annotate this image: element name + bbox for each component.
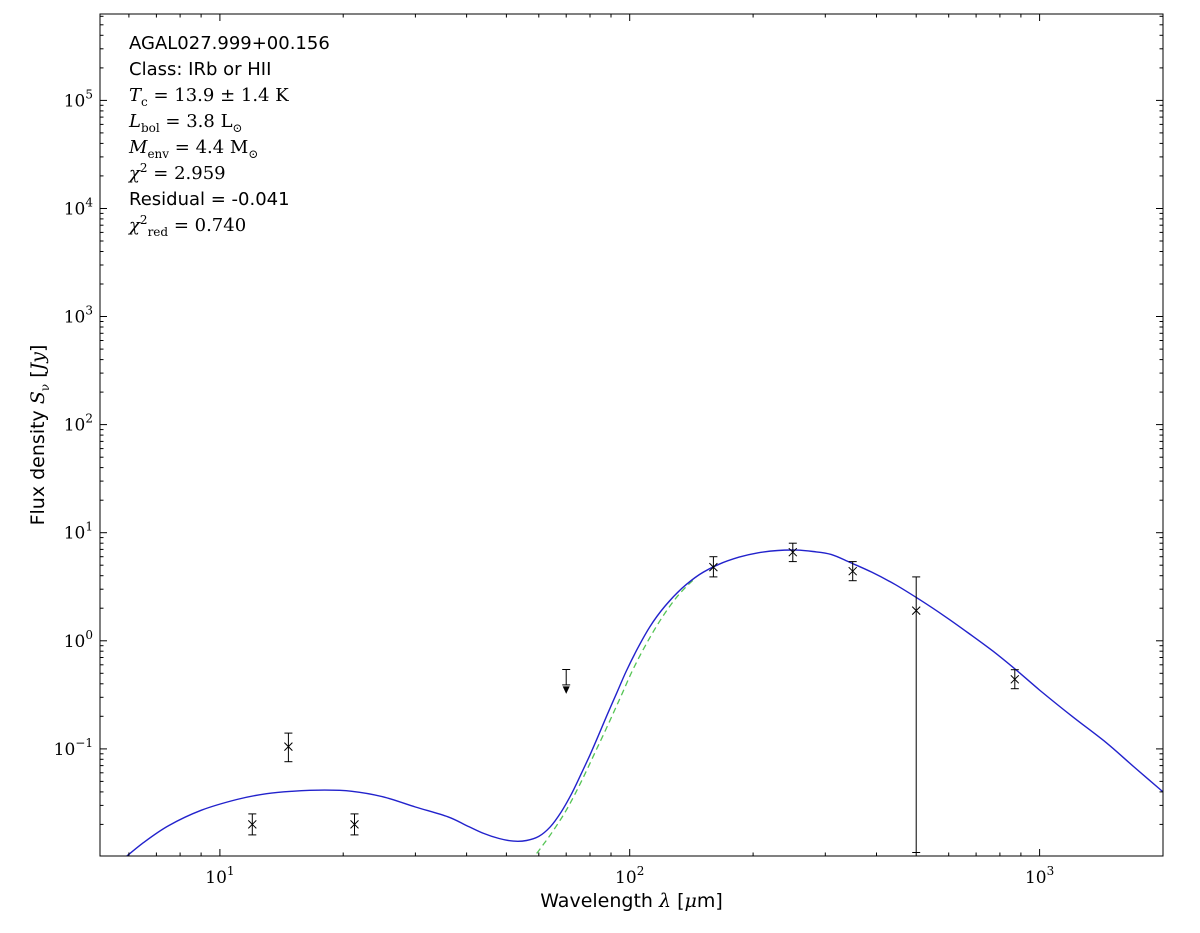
annotation-segment: Residual = -0.041 — [129, 189, 290, 210]
y-axis-label-segment: Jy — [27, 352, 49, 371]
x-axis-label-segment: Wavelength — [540, 890, 659, 912]
y-tick-label: 104 — [64, 196, 94, 220]
model-curves — [125, 549, 1163, 856]
fit-parameters-annotation: AGAL027.999+00.156 Class: IRb or HII Tc = … — [129, 31, 330, 239]
y-axis-label-segment: [ — [27, 370, 49, 384]
x-axis-label-segment: μ — [684, 890, 697, 912]
y-tick-label: 102 — [64, 412, 93, 436]
y-tick-label: 105 — [64, 87, 93, 111]
annotation-segment: = 0.740 — [168, 215, 247, 236]
x-tick-label: 102 — [615, 864, 644, 888]
annotation-segment: T — [129, 85, 142, 106]
annotation-line-6: χ2 = 2.959 — [129, 161, 330, 187]
annotation-line-2: Class: IRb or HII — [129, 57, 330, 83]
annotation-segment: c — [141, 95, 148, 109]
annotation-segment: χ — [129, 215, 140, 236]
annotation-line-4: Lbol = 3.8 L⊙ — [129, 109, 330, 135]
y-axis-label: Flux density Sν [Jy] — [27, 344, 52, 526]
y-axis-label-segment: ] — [27, 344, 49, 353]
annotation-line-3: Tc = 13.9 ± 1.4 K — [129, 83, 330, 109]
data-point-70um — [562, 669, 571, 694]
x-axis-label-segment: m] — [696, 890, 723, 912]
y-axis-label-segment: S — [27, 391, 49, 405]
y-tick-label: 101 — [64, 520, 93, 544]
y-tick-label: 10−1 — [54, 736, 93, 760]
annotation-segment: = 3.8 L — [159, 111, 233, 132]
y-axis-label-segment: Flux density — [27, 404, 49, 526]
data-point-500um — [911, 576, 921, 853]
y-tick-label: 103 — [64, 304, 93, 328]
annotation-segment: ⊙ — [232, 121, 243, 135]
data-point-160um — [709, 556, 718, 578]
data-point-21.3um — [350, 813, 359, 836]
annotation-segment: AGAL027.999+00.156 — [129, 33, 330, 54]
x-axis-label: Wavelength λ [μm] — [100, 890, 1163, 912]
x-tick-label: 101 — [205, 864, 234, 888]
annotation-segment: ⊙ — [248, 147, 259, 161]
annotation-segment: env — [147, 147, 170, 161]
annotation-segment: χ — [129, 163, 140, 184]
annotation-segment: = 2.959 — [147, 163, 226, 184]
upper-limit-arrow-icon — [562, 686, 570, 694]
axis-ticks — [100, 14, 1164, 856]
data-point-14.7um — [284, 732, 293, 763]
tick-labels: 101 102 103 10−1 100 101 102 103 104 105 — [54, 87, 1055, 888]
total-model-fit-curve — [125, 549, 1163, 856]
annotation-segment: = 4.4 M — [169, 137, 249, 158]
cold-greybody-component-curve — [533, 577, 697, 856]
x-axis-label-segment: λ — [658, 890, 672, 912]
annotation-segment: 2 — [139, 161, 148, 175]
annotation-line-5: Menv = 4.4 M⊙ — [129, 135, 330, 161]
annotation-segment: red — [147, 225, 169, 239]
x-axis-label-segment: [ — [671, 890, 685, 912]
annotation-segment: M — [129, 137, 148, 158]
y-tick-label: 100 — [64, 628, 93, 652]
annotation-segment: L — [129, 111, 141, 132]
data-point-870um — [1010, 669, 1020, 690]
annotation-segment: = 13.9 ± 1.4 K — [147, 85, 289, 106]
annotation-line-1: AGAL027.999+00.156 — [129, 31, 330, 57]
annotation-segment: Class: IRb or HII — [129, 59, 272, 80]
data-point-250um — [788, 542, 798, 563]
data-point-12um — [247, 813, 257, 836]
annotation-line-7: Residual = -0.041 — [129, 187, 330, 213]
annotation-line-8: χ2red = 0.740 — [129, 213, 330, 239]
annotation-segment: bol — [140, 121, 160, 135]
y-axis-label-segment: ν — [38, 383, 52, 392]
data-point-350um — [848, 561, 858, 582]
annotation-segment: 2 — [139, 213, 148, 227]
x-tick-label: 103 — [1025, 864, 1054, 888]
